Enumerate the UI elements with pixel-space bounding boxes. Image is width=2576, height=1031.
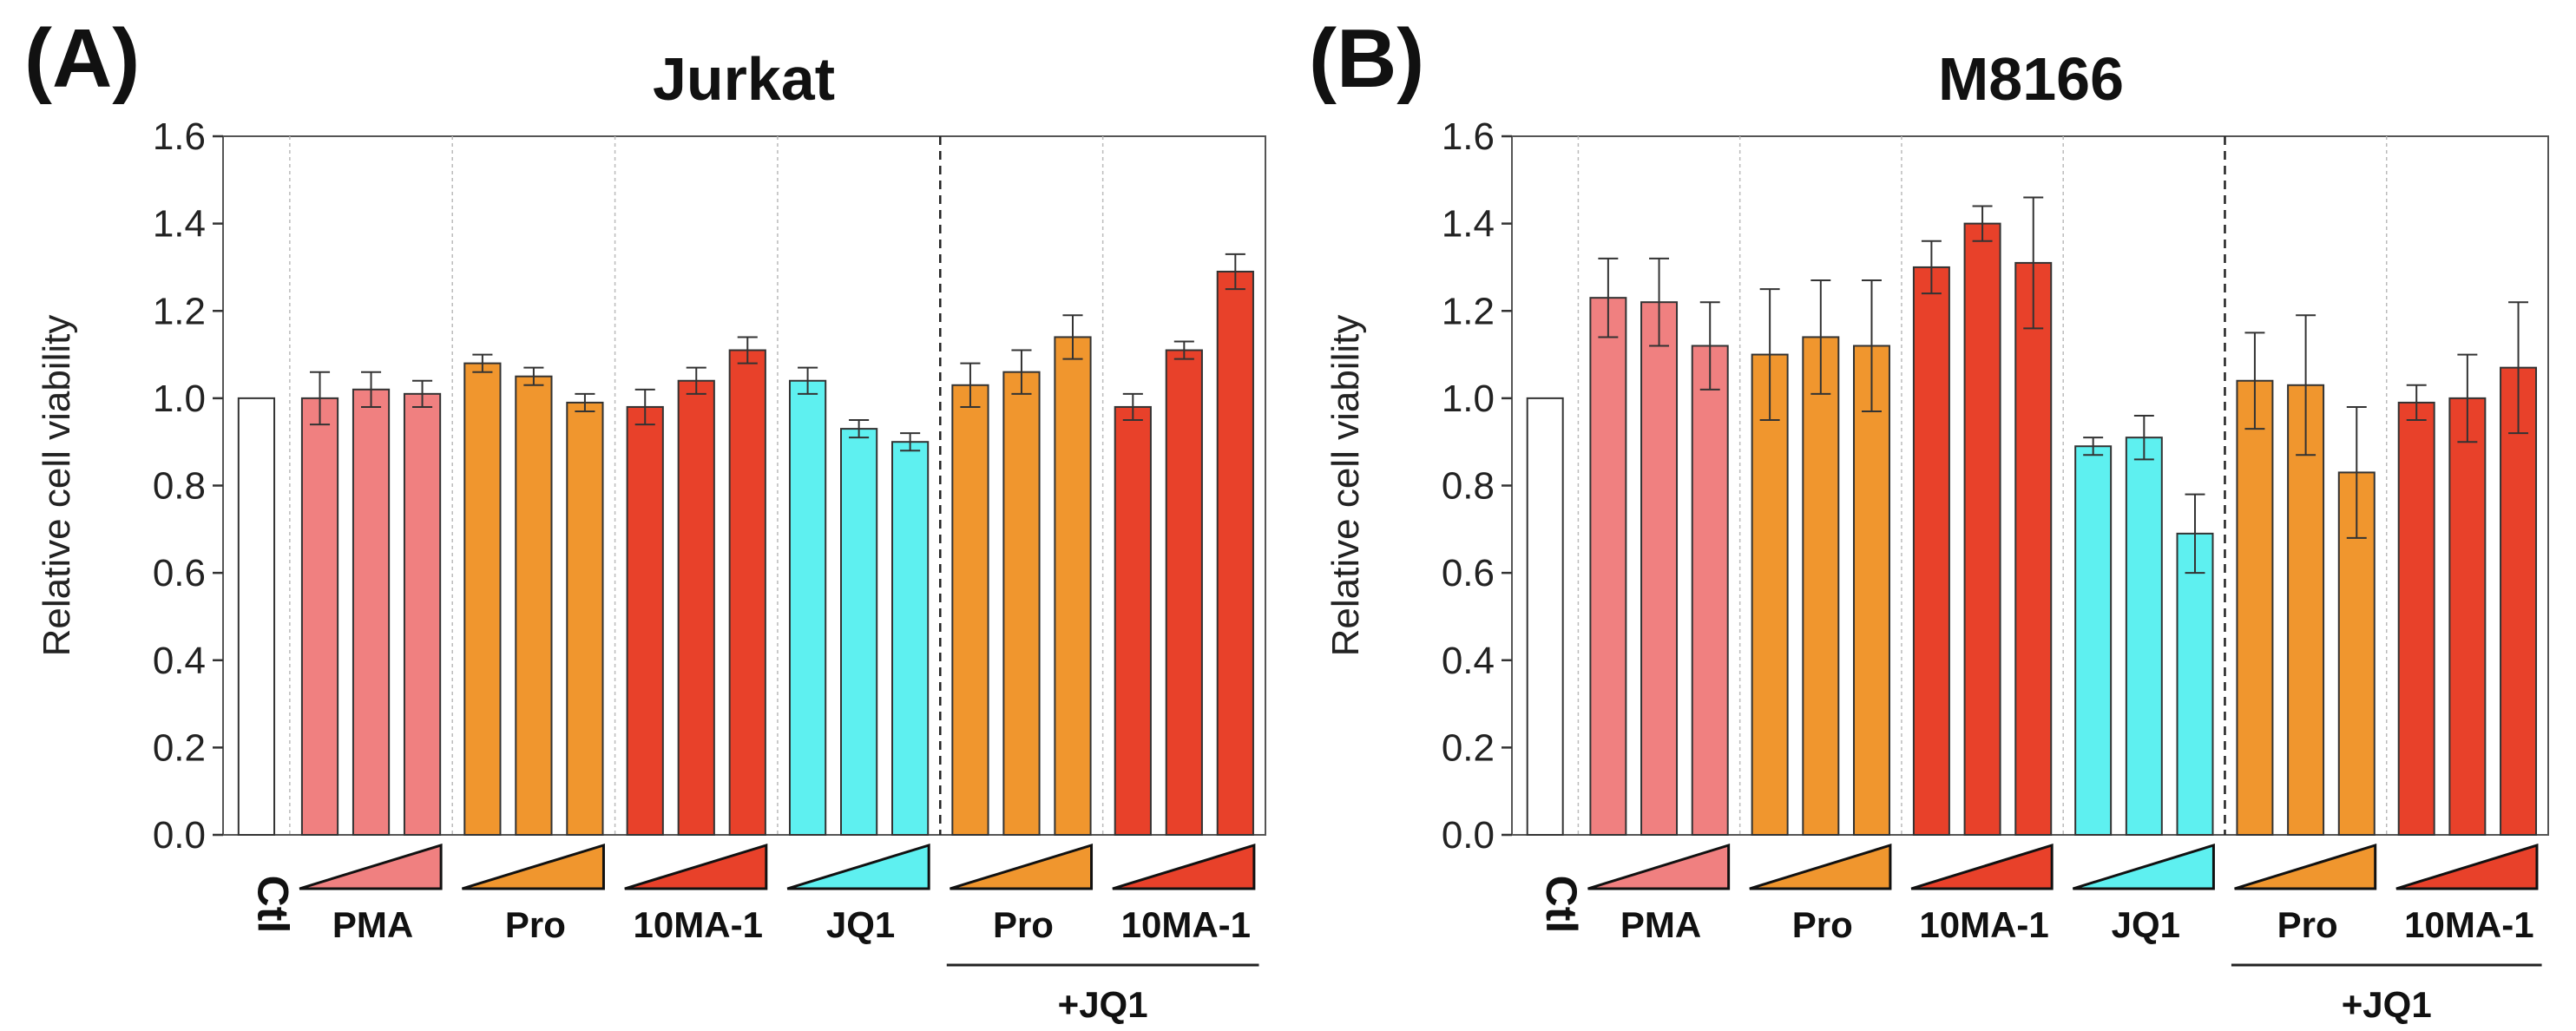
bar <box>1963 222 2001 836</box>
bar <box>1751 353 1789 836</box>
chart-panel-b: (B) M8166 0.0 0.2 0.4 0.6 0.8 1.0 1.2 1.4 1.6 Relat… <box>1309 12 2549 1025</box>
group-label: PMA <box>1620 904 1701 945</box>
bar <box>1912 266 1950 836</box>
group-label: 10MA-1 <box>2404 904 2533 945</box>
dose-wedge <box>299 843 443 890</box>
bar <box>1852 345 1890 836</box>
combo-label: +JQ1 <box>1058 984 1148 1025</box>
bar <box>1165 349 1203 836</box>
dose-wedge <box>624 843 768 890</box>
bar <box>2500 366 2538 836</box>
dose-wedge <box>2395 843 2539 890</box>
bar <box>728 349 766 836</box>
bar <box>2448 397 2487 836</box>
dose-wedge <box>462 843 605 890</box>
bar <box>1691 345 1729 836</box>
bar <box>626 405 664 836</box>
y-tick-label: 0.6 <box>153 552 206 594</box>
group-label: JQ1 <box>2112 904 2180 945</box>
group-label: Pro <box>993 904 1054 945</box>
bar <box>1114 405 1152 836</box>
bar-control <box>1526 397 1564 836</box>
bar <box>2236 379 2274 836</box>
bar <box>403 392 442 836</box>
y-tick-label: 0.2 <box>153 726 206 769</box>
group-label: 10MA-1 <box>1121 904 1251 945</box>
bar <box>788 379 827 836</box>
group-label: Pro <box>1792 904 1853 945</box>
bar <box>1054 336 1092 836</box>
dose-wedge <box>1112 843 1256 890</box>
dose-wedge <box>950 843 1094 890</box>
y-tick-label: 0.8 <box>1442 465 1495 508</box>
y-tick-label: 0.0 <box>1442 814 1495 857</box>
y-tick-label: 1.0 <box>1442 378 1495 420</box>
bar <box>463 362 502 836</box>
y-tick-label: 0.4 <box>1442 640 1495 682</box>
y-tick-label: 1.6 <box>153 115 206 158</box>
bar <box>677 379 715 836</box>
y-tick-label: 1.6 <box>1442 115 1495 158</box>
bar <box>2176 532 2214 836</box>
chart-title: Jurkat <box>653 45 835 113</box>
y-tick-label: 0.6 <box>1442 552 1495 594</box>
y-tick-label: 0.0 <box>153 814 206 857</box>
dose-wedge <box>1587 843 1731 890</box>
y-tick-label: 1.2 <box>1442 290 1495 332</box>
bar <box>352 388 391 836</box>
chart-panel-a: (A) Jurkat 0.0 0.2 0.4 0.6 0.8 1.0 1.2 1.4 1.6 Rela… <box>24 12 1266 1025</box>
bar <box>951 384 989 836</box>
y-tick-label: 1.2 <box>153 290 206 332</box>
y-tick-label: 1.4 <box>1442 203 1495 246</box>
bar <box>2125 437 2163 836</box>
group-label: 10MA-1 <box>1919 904 2048 945</box>
group-label: PMA <box>332 904 413 945</box>
bar <box>840 428 878 836</box>
panel-letter: (A) <box>24 12 140 105</box>
y-tick-label: 1.0 <box>153 378 206 420</box>
y-tick-label: 1.4 <box>153 203 206 246</box>
bar <box>2074 445 2113 836</box>
bar <box>566 401 604 836</box>
bar <box>1589 297 1627 836</box>
y-tick-label: 0.2 <box>1442 726 1495 769</box>
y-tick-label: 0.4 <box>153 640 206 682</box>
bar <box>1002 371 1041 836</box>
y-axis-label: Relative cell viability <box>1324 315 1367 657</box>
bar <box>1640 301 1679 836</box>
chart-title: M8166 <box>1938 45 2124 113</box>
bar <box>2014 261 2053 836</box>
combo-label: +JQ1 <box>2342 984 2432 1025</box>
dose-wedge <box>786 843 930 890</box>
bar <box>1216 270 1254 836</box>
group-label: 10MA-1 <box>634 904 763 945</box>
group-label: Pro <box>2277 904 2338 945</box>
panel-letter: (B) <box>1309 12 1424 105</box>
group-label: Pro <box>505 904 566 945</box>
dose-wedge <box>2072 843 2215 890</box>
ctl-label: Ctl <box>1537 876 1586 934</box>
ctl-label: Ctl <box>248 876 297 934</box>
bar <box>2397 401 2435 836</box>
y-tick-label: 0.8 <box>153 465 206 508</box>
bar <box>891 441 930 836</box>
dose-wedge <box>1910 843 2054 890</box>
dose-wedge <box>1749 843 1892 890</box>
y-axis-label: Relative cell viability <box>36 315 78 657</box>
bar <box>515 375 553 836</box>
bar <box>300 397 339 836</box>
dose-wedge <box>2234 843 2377 890</box>
bar-control <box>237 397 276 836</box>
group-label: JQ1 <box>826 904 895 945</box>
bar <box>2287 384 2325 836</box>
bar <box>1802 336 1840 836</box>
